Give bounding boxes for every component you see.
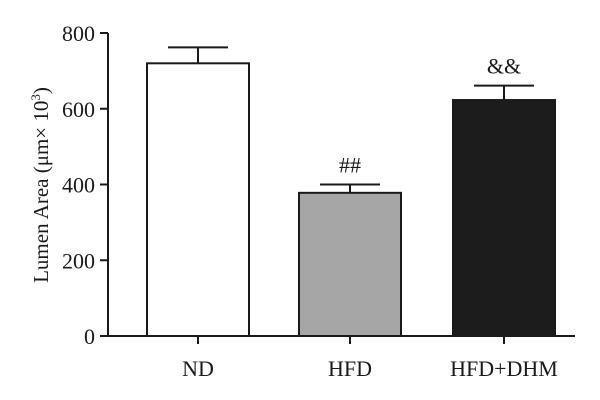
- y-axis-label-suffix: ): [29, 87, 53, 94]
- bar-hfd: [298, 191, 402, 337]
- y-tick-label-600: 600: [62, 97, 95, 122]
- bar-hfd-dhm: [452, 99, 556, 337]
- x-tick-label-1: HFD: [328, 356, 372, 381]
- y-axis-label-superscript: 3: [28, 94, 43, 101]
- y-tick-label-400: 400: [62, 173, 95, 198]
- y-tick-label-0: 0: [84, 324, 95, 349]
- label-group: ND HFD ## HFD+DHM &&: [182, 54, 558, 381]
- y-axis-label: Lumen Area (μm× 103): [28, 87, 53, 283]
- significance-annotation-1: ##: [339, 153, 361, 178]
- y-axis-label-main: Lumen Area (μm× 10: [29, 101, 53, 283]
- y-tick-label-200: 200: [62, 248, 95, 273]
- y-tick-label-800: 800: [62, 21, 95, 46]
- bar-nd: [146, 62, 250, 338]
- x-tick-label-2: HFD+DHM: [450, 356, 558, 381]
- significance-annotation-2: &&: [487, 54, 521, 79]
- bar-group: [146, 46, 556, 338]
- x-tick-label-0: ND: [182, 356, 214, 381]
